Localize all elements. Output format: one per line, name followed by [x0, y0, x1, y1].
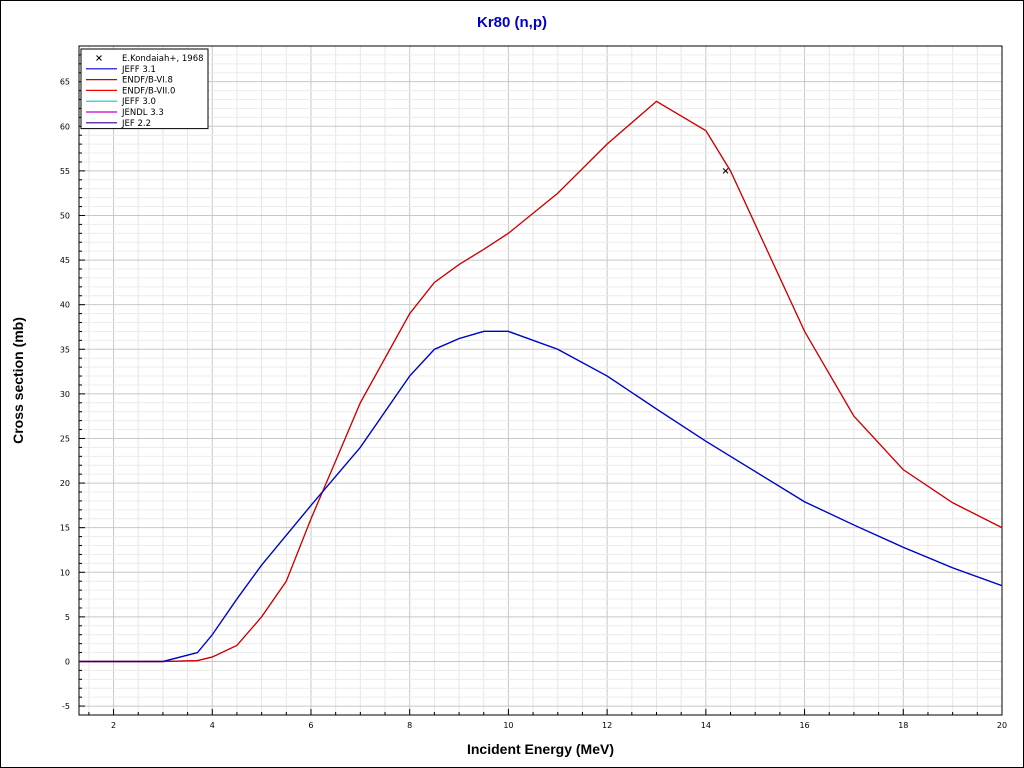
x-tick-label: 4	[210, 721, 215, 730]
y-tick-label: 40	[60, 301, 70, 310]
x-tick-label: 8	[407, 721, 412, 730]
y-tick-label: 5	[65, 613, 70, 622]
y-axis-title: Cross section (mb)	[10, 317, 26, 444]
legend-label: ENDF/B-VII.0	[122, 86, 175, 96]
x-tick-label: 6	[308, 721, 313, 730]
axis-ticks: 2 4 6 8 10 12 14 16 18 20 -5 0 5 10 15 20 25 30 35 40 45 50 55…	[60, 45, 1007, 730]
y-tick-label: 20	[60, 479, 70, 488]
x-axis-title: Incident Energy (MeV)	[467, 741, 614, 757]
x-tick-label: 2	[111, 721, 116, 730]
series-line-endf-b-vii-0	[79, 100, 1003, 663]
y-tick-label: 25	[60, 434, 70, 443]
plot-area	[78, 45, 1003, 716]
grid	[79, 45, 1003, 716]
y-tick-label: -5	[62, 702, 70, 711]
series	[79, 100, 1003, 663]
y-tick-label: 45	[60, 256, 70, 265]
y-tick-label: 15	[60, 524, 70, 533]
legend-marker	[96, 55, 102, 61]
x-tick-label: 16	[799, 721, 809, 730]
data-point-e-kondaiah-1968	[722, 168, 729, 174]
legend-box	[80, 48, 209, 130]
x-tick-label: 10	[503, 721, 513, 730]
y-tick-label: 50	[60, 211, 70, 220]
legend-label: JEF 2.2	[121, 119, 151, 129]
y-tick-label: 30	[60, 390, 70, 399]
y-tick-label: 35	[60, 345, 70, 354]
legend-label: JEFF 3.0	[121, 97, 156, 107]
legend-label: JEFF 3.1	[121, 65, 156, 75]
y-tick-label: 55	[60, 167, 70, 176]
y-tick-label: 60	[60, 122, 70, 131]
x-tick-label: 20	[997, 721, 1007, 730]
y-tick-label: 10	[60, 568, 70, 577]
series-line-jeff-3-0	[79, 330, 1003, 663]
series-line-jeff-3-1	[79, 330, 1003, 663]
legend-label: E.Kondaiah+, 1968	[122, 54, 204, 64]
x-tick-label: 18	[898, 721, 908, 730]
series-line-jendl-3-3	[79, 330, 1003, 663]
legend-label: JENDL 3.3	[121, 108, 164, 118]
chart-title: Kr80 (n,p)	[476, 14, 547, 31]
x-tick-label: 14	[701, 721, 711, 730]
y-tick-label: 65	[60, 78, 70, 87]
x-tick-label: 12	[602, 721, 612, 730]
series-line-jef-2-2	[79, 330, 1003, 663]
series-line-endf-b-vi-8	[79, 100, 1003, 663]
legend-label: ENDF/B-VI.8	[122, 76, 173, 86]
y-tick-label: 0	[65, 657, 70, 666]
